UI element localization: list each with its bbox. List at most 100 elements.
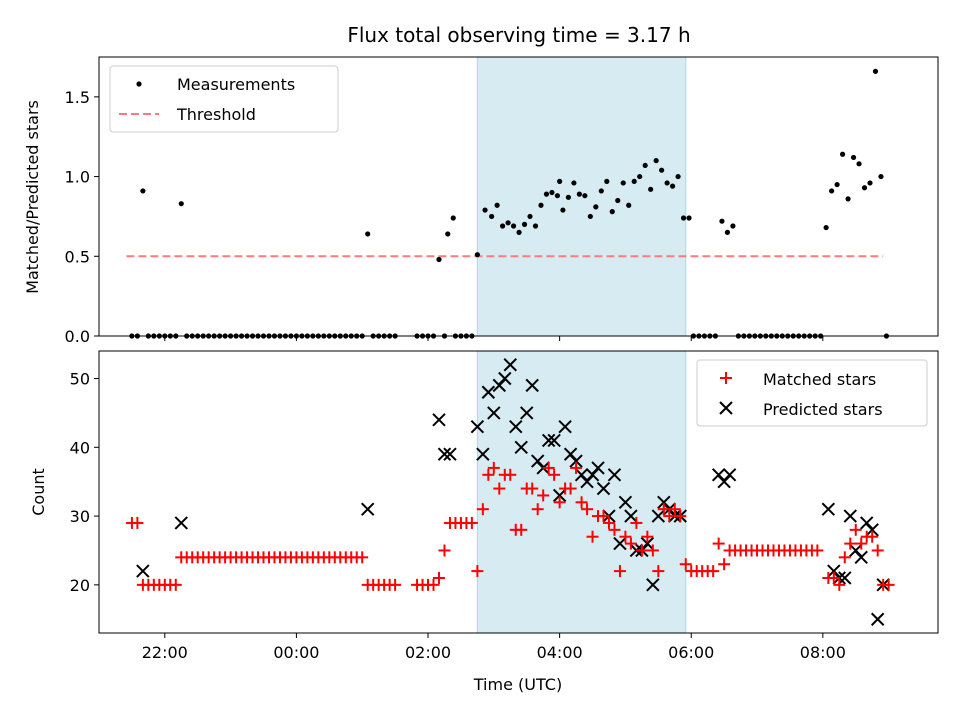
predicted-point [432, 413, 446, 427]
measurement-point [489, 213, 495, 220]
x-axis-label: Time (UTC) [473, 675, 562, 694]
matched-point [674, 510, 687, 523]
top-shaded-interval [476, 56, 687, 337]
legend-matched-marker [720, 372, 732, 384]
y-tick-label: 20 [70, 576, 90, 595]
measurement-point [631, 178, 637, 184]
top-plot-frame [98, 56, 939, 337]
predicted-point [552, 488, 567, 503]
y-tick-label: 0.0 [65, 327, 90, 346]
predicted-point [558, 419, 572, 434]
measurement-point [565, 194, 572, 200]
x-tick-label: 08:00 [800, 643, 846, 662]
measurement-point [845, 196, 851, 202]
top-legend-box [109, 65, 339, 133]
top-legend: Measurements Threshold [109, 65, 339, 133]
matched-series [125, 461, 895, 591]
measurement-point [620, 180, 626, 186]
measurement-point [609, 209, 615, 215]
bottom-shaded-interval [476, 350, 687, 634]
matched-point [663, 510, 676, 523]
matched-point [465, 516, 478, 529]
matched-point [707, 565, 720, 578]
predicted-point [722, 468, 737, 482]
measurement-point [659, 167, 665, 173]
matched-point [882, 578, 895, 591]
predicted-point [541, 433, 556, 448]
matched-point [619, 530, 632, 543]
measurement-point [653, 158, 659, 164]
measurement-point [549, 189, 555, 196]
predicted-point [470, 419, 485, 434]
matched-point [487, 461, 500, 474]
matched-point [844, 537, 857, 550]
measurement-point [839, 151, 846, 157]
matched-point [564, 482, 577, 495]
measurement-point [867, 180, 873, 186]
matched-point [718, 558, 731, 571]
matched-point [356, 551, 369, 564]
legend-measurements-marker [136, 81, 142, 87]
predicted-point [487, 406, 501, 420]
predicted-point [854, 550, 868, 565]
measurement-point [680, 215, 687, 221]
matched-point [482, 468, 495, 481]
predicted-point [437, 447, 452, 461]
predicted-point [865, 523, 879, 537]
measurement-point [499, 223, 506, 229]
predicted-point [360, 502, 375, 516]
predicted-point [136, 564, 150, 578]
top-y-axis-label: Matched/Predicted stars [23, 100, 42, 294]
measurement-point [861, 185, 868, 191]
measurement-point [878, 173, 884, 180]
bottom-y-axis: 20 30 40 50 [70, 370, 99, 595]
measurement-point [560, 207, 566, 213]
measurement-point [450, 215, 456, 221]
measurement-point [648, 186, 654, 192]
bottom-legend-box [696, 359, 928, 427]
matched-point [575, 496, 588, 509]
measurement-point [140, 188, 146, 194]
predicted-point [520, 406, 534, 420]
predicted-point [821, 502, 836, 516]
predicted-point [613, 536, 627, 551]
measurement-point [850, 154, 857, 161]
matched-point [131, 516, 144, 529]
measurement-point [675, 173, 681, 180]
measurement-point [730, 223, 736, 229]
matched-point [515, 523, 528, 536]
measurement-point [557, 178, 563, 184]
measurement-point [598, 188, 604, 194]
measurement-point [527, 213, 533, 220]
predicted-point [569, 454, 583, 468]
bottom-legend: Matched stars Predicted stars [696, 359, 928, 427]
measurement-point [719, 218, 725, 224]
measurement-point [686, 215, 692, 221]
matched-point [432, 571, 445, 584]
measurement-point [615, 197, 621, 204]
measurement-point [521, 221, 528, 227]
measurement-point [474, 252, 480, 258]
predicted-point [838, 571, 852, 585]
y-tick-label: 30 [70, 507, 90, 526]
predicted-point [547, 433, 561, 448]
measurement-point [494, 202, 500, 208]
bottom-plot-frame [98, 350, 939, 634]
measurement-point [571, 180, 577, 186]
matched-point [531, 503, 544, 516]
measurement-point [445, 231, 451, 237]
x-tick-label: 00:00 [273, 643, 319, 662]
predicted-point [443, 447, 457, 461]
matched-point [493, 482, 506, 495]
chart-title: Flux total observing time = 3.17 h [347, 23, 690, 47]
matched-point [471, 565, 484, 578]
matched-point [438, 544, 451, 557]
matched-point [553, 496, 566, 509]
matched-point [581, 503, 594, 516]
matched-point [827, 571, 840, 584]
measurement-point [724, 229, 731, 235]
matched-point [613, 565, 626, 578]
matched-point [608, 523, 621, 536]
measurement-point [669, 183, 676, 189]
